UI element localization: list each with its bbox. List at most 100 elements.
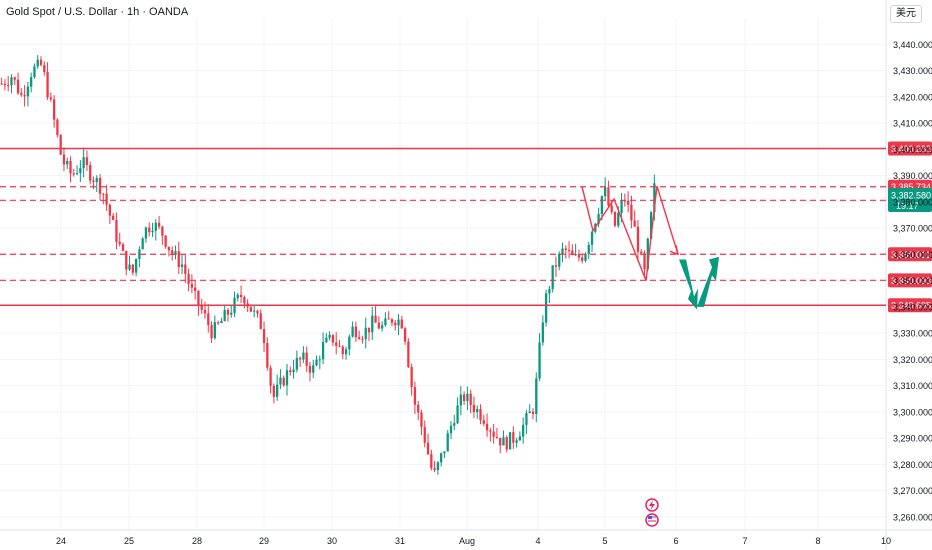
candle-body [617,213,620,226]
candle-body [371,315,374,333]
candle-body [384,318,387,326]
time-axis: 24 25 28 29 30 31 Aug 4 5 6 7 8 10 [56,536,891,546]
candle-body [223,309,226,322]
candle-body [462,394,466,401]
y-tick-label: 3,280.000 [893,460,932,470]
candle-body [138,249,141,260]
candle-body [420,412,423,427]
candle-body [13,77,16,80]
candle-body [141,238,144,250]
x-tick-label: 10 [881,536,891,546]
candle-body [403,328,407,342]
candle-body [151,230,154,233]
level-price-label: 3,350.093 [891,276,931,286]
candle-body [174,251,177,255]
candle-body [610,205,613,212]
candle-body [446,433,449,452]
candle-body [335,342,338,346]
lightning-glyph [649,500,655,511]
candles [0,55,656,475]
candle-body [640,251,643,254]
candle-body [279,377,282,385]
candle-body [400,319,403,329]
x-tick-label: Aug [459,536,475,546]
level-price-tag [888,247,932,262]
levels: 3,400.2823,385.7343,380.5743,360.0113,35… [0,141,932,313]
candle-body [75,172,79,174]
candle-body [630,204,633,221]
level-price-label: 3,360.011 [891,250,930,260]
candle-body [613,211,617,226]
candle-body [502,437,505,446]
x-tick-label: 5 [602,536,607,546]
candle-body [561,248,564,254]
candle-body [33,66,36,77]
candle-body [351,326,354,337]
x-tick-label: 8 [815,536,820,546]
candle-body [354,326,358,338]
candle-body [584,253,587,261]
level-price-tag [888,298,932,313]
candle-body [79,168,82,173]
candle-body [10,77,13,86]
candle-body [105,193,108,205]
x-tick-label: 4 [535,536,540,546]
candle-body [551,265,554,290]
candle-body [298,357,302,360]
candle-body [108,204,112,216]
candle-body [216,322,220,324]
candle-body [187,273,190,284]
candle-body [430,454,433,469]
candle-body [374,315,377,323]
candle-body [134,259,138,273]
candle-body [157,222,161,227]
y-tick-label: 3,420.000 [893,92,932,102]
candle-body [118,241,121,245]
price-axis: 3,260.000 3,270.000 3,280.000 3,290.000 3,30… [893,40,932,523]
candle-body [69,161,72,174]
candle-body [295,357,298,370]
y-tick-label: 3,360.000 [893,250,932,260]
y-tick-label: 3,260.000 [893,512,932,522]
candle-body [564,248,567,250]
candle-body [328,334,331,338]
candle-body [220,321,223,323]
candle-body [26,86,30,97]
candle-body [167,246,171,251]
candle-body [262,329,266,343]
candle-body [597,213,600,224]
candle-body [449,425,453,434]
candle-body [161,226,164,236]
candle-body [266,342,269,368]
candle-body [213,322,216,339]
candle-body [344,349,348,355]
y-tick-label: 3,310.000 [893,381,932,391]
currency-button[interactable]: 美元 [890,5,922,23]
candle-body [66,161,69,165]
candle-body [636,226,640,252]
candle-body [515,440,518,443]
x-tick-label: 25 [124,536,134,546]
candle-body [380,325,384,329]
x-tick-label: 30 [327,536,337,546]
candle-body [239,294,243,298]
candle-body [433,468,436,471]
candle-body [23,94,26,97]
candle-body [620,200,623,214]
candle-body [341,346,344,355]
candle-body [52,99,56,120]
candle-body [426,442,430,455]
candle-body [184,264,187,274]
candle-body [308,365,312,373]
level-price-tag [888,141,932,156]
candle-body [259,313,262,330]
projection-red-arrowhead [669,245,679,256]
current-price-label: 3,382.580 [891,191,931,201]
candle-body [626,200,630,205]
us-flag-icon[interactable] [645,513,659,527]
candle-body [413,387,417,405]
candle-body [36,59,39,67]
candle-body [508,432,512,450]
candle-body [436,462,440,471]
